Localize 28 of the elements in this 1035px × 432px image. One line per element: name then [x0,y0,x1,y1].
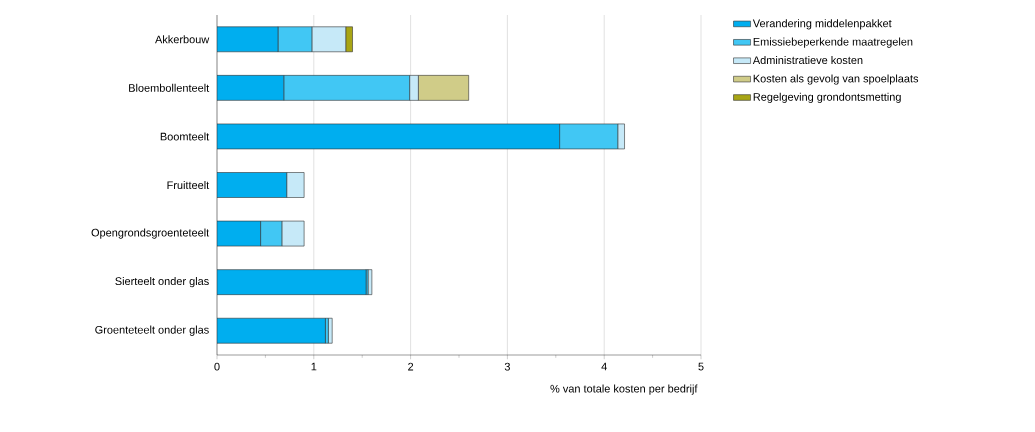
x-tick-label: 3 [504,362,510,371]
legend-label: Verandering middelenpakket [752,19,892,30]
bar [217,123,560,150]
y-tick-label: Groenteteelt onder glas [95,325,209,336]
bar [217,317,326,344]
y-tick-label: Opengrondsgroenteteelt [91,228,210,239]
y-tick-label: Fruitteelt [167,180,210,190]
x-tick-label: 0 [214,362,220,371]
legend-label: Kosten als gevolg van spoelplaats [753,74,919,85]
x-tick-label: 5 [698,362,704,371]
y-tick-label: Bloembollenteelt [129,83,210,92]
y-tick-label: Akkerbouw [155,35,210,44]
legend-label: Emissiebeperkende maatregelen [753,37,913,48]
x-tick-label: 1 [311,362,317,371]
y-tick-label: Sierteelt onder glas [115,277,209,288]
y-tick-label: Boomteelt [160,132,210,141]
x-tick-label: 4 [601,362,607,371]
x-tick-label: 2 [408,362,414,371]
bar [367,269,373,295]
x-axis-title: % van totale kosten per bedrijf [550,384,698,395]
bar [217,26,279,53]
bar [217,269,367,295]
bar [217,172,287,198]
legend-label: Regelgeving grondontsmetting [753,92,901,103]
bar [217,75,285,101]
bar [286,172,305,198]
legend-label: Administratieve kosten [752,55,863,65]
bar [328,317,333,344]
